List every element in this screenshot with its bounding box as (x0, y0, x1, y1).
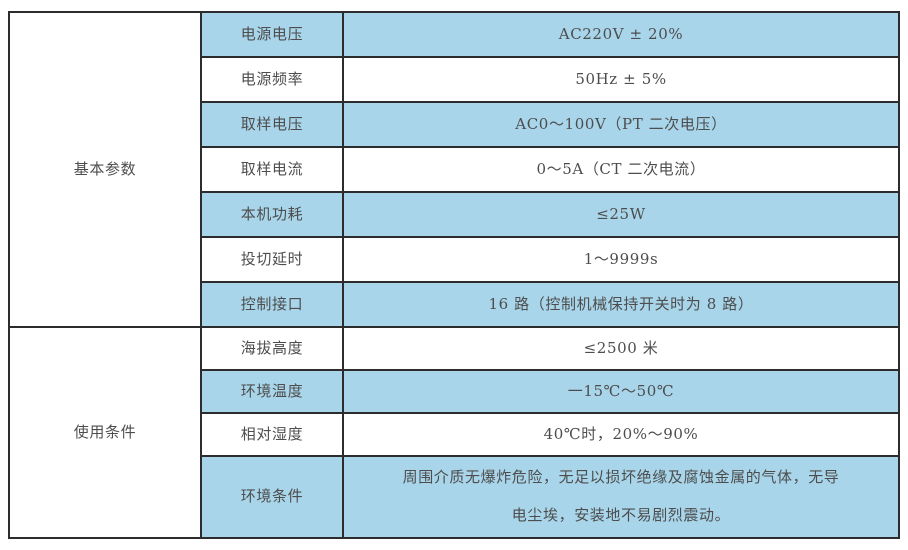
table-row: 电源频率 50Hz ± 5% (9, 56, 900, 103)
table-row: 控制接口 16 路（控制机械保持开关时为 8 路） (9, 281, 900, 328)
table-row: 基本参数 电源电压 AC220V ± 20% (8, 11, 900, 328)
table-row: 投切延时 1～9999s (9, 236, 900, 283)
table-row: 取样电压 AC0～100V（PT 二次电压） (9, 101, 900, 148)
param-name-environment-conditions: 环境条件 (200, 455, 344, 539)
param-value-power-voltage: AC220V ± 20% (342, 11, 900, 58)
param-name-sampling-current: 取样电流 (200, 146, 344, 193)
param-name-sampling-voltage: 取样电压 (200, 101, 344, 148)
environment-conditions-line-2: 电尘埃，安装地不易剧烈震动。 (511, 506, 731, 524)
param-value-switching-delay: 1～9999s (342, 236, 900, 283)
group-label-basic-parameters: 基本参数 (8, 11, 202, 328)
table-row: 相对湿度 40℃时，20%～90% (9, 412, 900, 457)
param-value-altitude: ≤2500 米 (342, 326, 900, 371)
param-name-altitude: 海拔高度 (200, 326, 344, 371)
param-value-control-interface: 16 路（控制机械保持开关时为 8 路） (342, 281, 900, 328)
specification-table: 基本参数 电源电压 AC220V ± 20% 电源频率 50Hz ± 5% 取样… (8, 11, 900, 539)
param-value-sampling-current: 0～5A（CT 二次电流） (342, 146, 900, 193)
param-name-power-frequency: 电源频率 (200, 56, 344, 103)
param-value-power-frequency: 50Hz ± 5% (342, 56, 900, 103)
param-name-ambient-temperature: 环境温度 (200, 369, 344, 414)
param-name-power-consumption: 本机功耗 (200, 191, 344, 238)
table-row: 使用条件 海拔高度 ≤2500 米 (8, 326, 900, 539)
table-row: 环境温度 一15℃～50℃ (9, 369, 900, 414)
param-value-relative-humidity: 40℃时，20%～90% (342, 412, 900, 457)
param-value-sampling-voltage: AC0～100V（PT 二次电压） (342, 101, 900, 148)
param-name-relative-humidity: 相对湿度 (200, 412, 344, 457)
table-row: 本机功耗 ≤25W (9, 191, 900, 238)
param-name-control-interface: 控制接口 (200, 281, 344, 328)
table-body: 基本参数 电源电压 AC220V ± 20% 电源频率 50Hz ± 5% 取样… (8, 11, 900, 539)
environment-conditions-line-1: 周围介质无爆炸危险，无足以损坏绝缘及腐蚀金属的气体，无导 (402, 468, 840, 487)
param-value-ambient-temperature: 一15℃～50℃ (342, 369, 900, 414)
group-label-operating-conditions: 使用条件 (8, 326, 202, 539)
param-name-power-voltage: 电源电压 (200, 11, 344, 58)
param-name-switching-delay: 投切延时 (200, 236, 344, 283)
table-row: 取样电流 0～5A（CT 二次电流） (9, 146, 900, 193)
param-value-power-consumption: ≤25W (342, 191, 900, 238)
table-row: 环境条件 周围介质无爆炸危险，无足以损坏绝缘及腐蚀金属的气体，无导 电尘埃，安装… (9, 455, 900, 539)
param-value-environment-conditions: 周围介质无爆炸危险，无足以损坏绝缘及腐蚀金属的气体，无导 电尘埃，安装地不易剧烈… (342, 455, 900, 539)
